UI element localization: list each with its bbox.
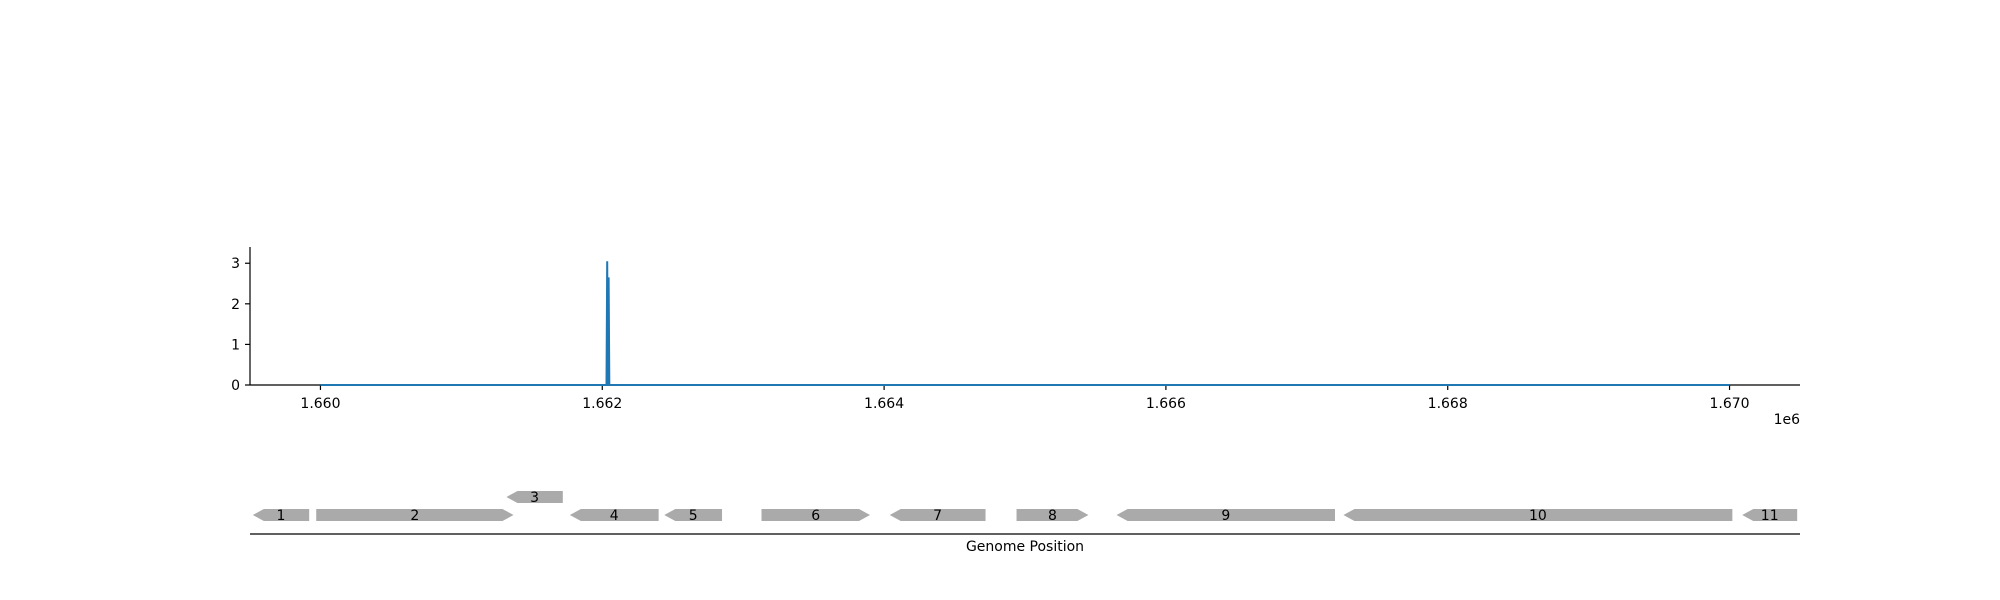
coverage-plot: 0 1 2 3 1.660 1.662 1.664 1.666 1.668 1.670 1e6 xyxy=(231,247,1800,428)
coverage-y-ticks: 0 1 2 3 xyxy=(231,256,250,394)
gene-arrow-7 xyxy=(889,509,986,521)
gene-arrows: 1 2 3 4 5 6 7 8 9 10 11 xyxy=(252,490,1798,524)
gene-label-10: 10 xyxy=(1529,508,1547,524)
gene-arrow-1 xyxy=(252,509,310,521)
y-tick-label: 1 xyxy=(231,337,240,353)
coverage-series-line xyxy=(320,261,1730,386)
gene-label-11: 11 xyxy=(1761,508,1779,524)
gene-arrow-8 xyxy=(1016,509,1089,521)
y-tick-label: 0 xyxy=(231,378,240,394)
gene-arrow-11 xyxy=(1742,509,1798,521)
gene-label-7: 7 xyxy=(933,508,942,524)
gene-arrow-6 xyxy=(761,509,870,521)
gene-label-8: 8 xyxy=(1048,508,1057,524)
x-offset-label: 1e6 xyxy=(1774,412,1801,428)
x-tick-label: 1.660 xyxy=(300,396,340,412)
y-tick-label: 3 xyxy=(231,256,240,272)
x-tick-label: 1.666 xyxy=(1146,396,1186,412)
gene-label-4: 4 xyxy=(610,508,619,524)
gene-label-5: 5 xyxy=(689,508,698,524)
gene-arrow-4 xyxy=(569,509,659,521)
gene-arrow-9 xyxy=(1116,509,1335,521)
gene-label-1: 1 xyxy=(277,508,286,524)
gene-arrow-10 xyxy=(1343,509,1733,521)
gene-track-x-label: Genome Position xyxy=(966,539,1084,555)
coverage-x-ticks: 1.660 1.662 1.664 1.666 1.668 1.670 xyxy=(300,385,1750,412)
gene-label-9: 9 xyxy=(1221,508,1230,524)
x-tick-label: 1.662 xyxy=(582,396,622,412)
gene-arrow-2 xyxy=(316,509,514,521)
x-tick-label: 1.670 xyxy=(1709,396,1749,412)
x-tick-label: 1.664 xyxy=(864,396,904,412)
gene-label-6: 6 xyxy=(811,508,820,524)
gene-arrow-3 xyxy=(506,491,563,503)
gene-label-2: 2 xyxy=(410,508,419,524)
y-tick-label: 2 xyxy=(231,297,240,313)
gene-label-3: 3 xyxy=(530,490,539,506)
gene-arrow-5 xyxy=(664,509,723,521)
gene-track: 1 2 3 4 5 6 7 8 9 10 11 Genome Position xyxy=(250,490,1800,555)
x-tick-label: 1.668 xyxy=(1428,396,1468,412)
